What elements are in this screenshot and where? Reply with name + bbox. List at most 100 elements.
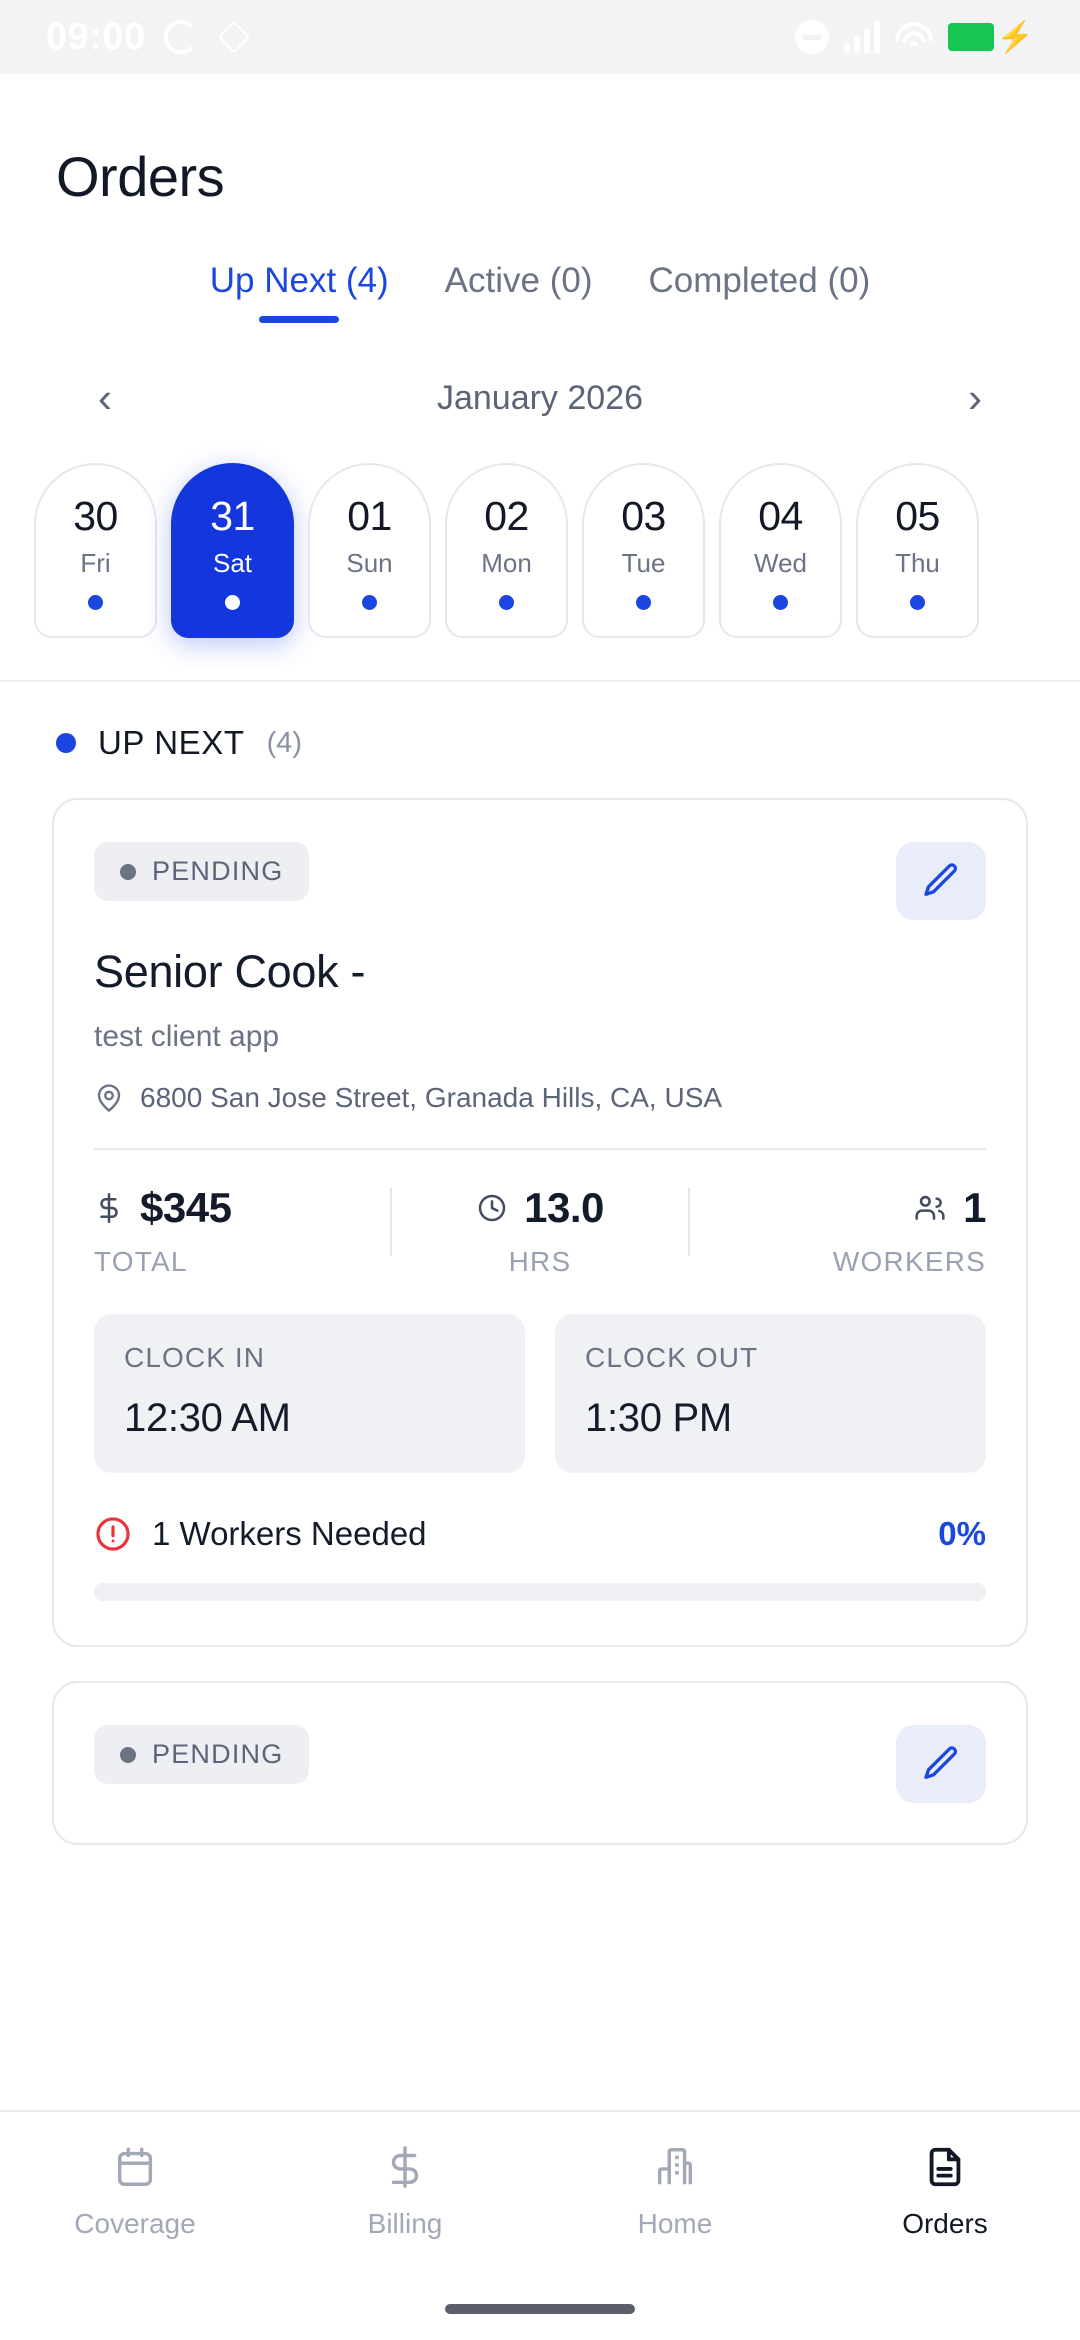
tab-up-next[interactable]: Up Next (4) xyxy=(182,261,417,323)
date-number: 01 xyxy=(347,493,392,539)
nav-item-coverage[interactable]: Coverage xyxy=(0,2144,270,2240)
date-weekday: Tue xyxy=(621,548,666,578)
page-title: Orders xyxy=(56,145,225,208)
edit-order-button[interactable] xyxy=(896,1725,986,1803)
clock-out-value: 1:30 PM xyxy=(585,1396,732,1440)
divider xyxy=(0,680,1080,682)
date-number: 30 xyxy=(73,493,118,539)
card-divider xyxy=(94,1148,986,1150)
nav-label-home: Home xyxy=(637,2208,713,2239)
edit-order-button[interactable] xyxy=(896,842,986,920)
stat-workers-label: WORKERS xyxy=(832,1246,986,1277)
pencil-icon xyxy=(924,1746,958,1779)
wifi-icon xyxy=(894,22,933,52)
date-weekday: Sun xyxy=(346,548,393,578)
nav-label-coverage: Coverage xyxy=(74,2208,196,2239)
clock-in-box[interactable]: CLOCK IN 12:30 AM xyxy=(94,1314,525,1473)
stat-workers-value: 1 xyxy=(963,1184,986,1231)
battery-icon xyxy=(947,23,994,51)
stat-workers: 1 WORKERS xyxy=(690,1184,987,1278)
nav-item-home[interactable]: Home xyxy=(540,2144,810,2240)
date-strip[interactable]: 30 Fri 31 Sat 01 Sun 02 Mon 03 Tue 04 We… xyxy=(0,425,1080,638)
date-number: 05 xyxy=(895,493,940,539)
clock-in-value: 12:30 AM xyxy=(124,1396,291,1440)
tab-active[interactable]: Active (0) xyxy=(444,261,593,300)
nav-item-orders[interactable]: Orders xyxy=(810,2144,1080,2240)
bottom-navigation: Coverage Billing Home Orders xyxy=(0,2110,1080,2340)
date-dot xyxy=(362,595,377,610)
stat-separator xyxy=(390,1188,392,1256)
date-cell[interactable]: 03 Tue xyxy=(582,463,705,638)
date-number: 31 xyxy=(210,493,255,539)
status-dot-icon xyxy=(120,1746,136,1763)
status-badge: PENDING xyxy=(94,842,310,901)
date-cell[interactable]: 05 Thu xyxy=(856,463,979,638)
date-dot xyxy=(225,595,240,610)
section-label: UP NEXT xyxy=(98,724,245,761)
stat-separator xyxy=(688,1188,690,1256)
workers-needed-text: 1 Workers Needed xyxy=(152,1515,427,1552)
building-icon xyxy=(657,2148,693,2185)
order-title: Senior Cook - xyxy=(94,946,366,997)
nav-label-billing: Billing xyxy=(367,2208,443,2239)
date-dot xyxy=(910,595,925,610)
section-count: (4) xyxy=(266,726,303,759)
clock-out-label: CLOCK OUT xyxy=(585,1342,759,1373)
date-dot xyxy=(636,595,651,610)
stat-workers-top: 1 xyxy=(913,1184,986,1232)
tab-bar: Up Next (4) Active (0) Completed (0) xyxy=(0,261,1080,329)
date-weekday: Thu xyxy=(895,548,940,578)
nav-item-billing[interactable]: Billing xyxy=(270,2144,540,2240)
workers-needed-left: 1 Workers Needed xyxy=(94,1515,427,1553)
status-badge: PENDING xyxy=(94,1725,310,1784)
order-client: test client app xyxy=(94,1020,280,1053)
date-number: 02 xyxy=(484,493,529,539)
document-icon xyxy=(929,2147,961,2187)
date-cell[interactable]: 30 Fri xyxy=(34,463,157,638)
date-weekday: Sat xyxy=(212,548,253,578)
alert-circle-icon xyxy=(96,1517,130,1551)
month-label: January 2026 xyxy=(436,378,644,417)
order-card-header: PENDING xyxy=(94,1725,986,1803)
date-cell[interactable]: 02 Mon xyxy=(445,463,568,638)
status-dot-icon xyxy=(120,863,136,880)
stat-hours: 13.0 HRS xyxy=(392,1184,688,1278)
stat-hours-label: HRS xyxy=(508,1246,572,1277)
date-cell[interactable]: 04 Wed xyxy=(719,463,842,638)
date-cell[interactable]: 01 Sun xyxy=(308,463,431,638)
order-stats: $345 TOTAL 13.0 HRS xyxy=(94,1184,986,1278)
clock-times: CLOCK IN 12:30 AM CLOCK OUT 1:30 PM xyxy=(94,1314,986,1473)
loading-ring-icon xyxy=(163,20,198,54)
month-navigation: ‹ January 2026 › xyxy=(0,329,1080,425)
stat-total-top: $345 xyxy=(94,1184,232,1232)
calendar-icon xyxy=(117,2147,153,2186)
date-number: 03 xyxy=(621,493,666,539)
status-time: 09:00 xyxy=(46,15,146,58)
signal-icon xyxy=(843,21,880,53)
chevron-right-icon[interactable]: › xyxy=(967,374,982,421)
order-card[interactable]: PENDING Senior Cook - test client app 68… xyxy=(52,798,1028,1647)
date-cell-selected[interactable]: 31 Sat xyxy=(171,463,294,638)
order-card[interactable]: PENDING xyxy=(52,1681,1028,1845)
home-indicator xyxy=(445,2304,635,2314)
stat-total-value: $345 xyxy=(140,1184,232,1231)
date-weekday: Mon xyxy=(481,548,532,578)
status-bar-left: 09:00 xyxy=(46,16,252,59)
clock-out-box[interactable]: CLOCK OUT 1:30 PM xyxy=(555,1314,986,1473)
do-not-disturb-icon xyxy=(794,20,829,54)
order-card-header: PENDING xyxy=(94,842,986,920)
date-dot xyxy=(773,595,788,610)
stat-hours-top: 13.0 xyxy=(476,1184,604,1232)
location-pin-icon xyxy=(97,1084,121,1112)
stat-total: $345 TOTAL xyxy=(94,1184,390,1278)
status-badge-label: PENDING xyxy=(152,856,284,886)
order-address-row: 6800 San Jose Street, Granada Hills, CA,… xyxy=(94,1082,986,1114)
stat-hours-value: 13.0 xyxy=(524,1184,604,1231)
date-number: 04 xyxy=(758,493,803,539)
clock-in-label: CLOCK IN xyxy=(124,1342,266,1373)
tab-completed[interactable]: Completed (0) xyxy=(648,261,871,300)
nav-label-orders: Orders xyxy=(902,2208,988,2239)
chevron-left-icon[interactable]: ‹ xyxy=(98,374,112,421)
clock-icon xyxy=(478,1194,506,1222)
fill-progress-bar xyxy=(94,1583,986,1601)
